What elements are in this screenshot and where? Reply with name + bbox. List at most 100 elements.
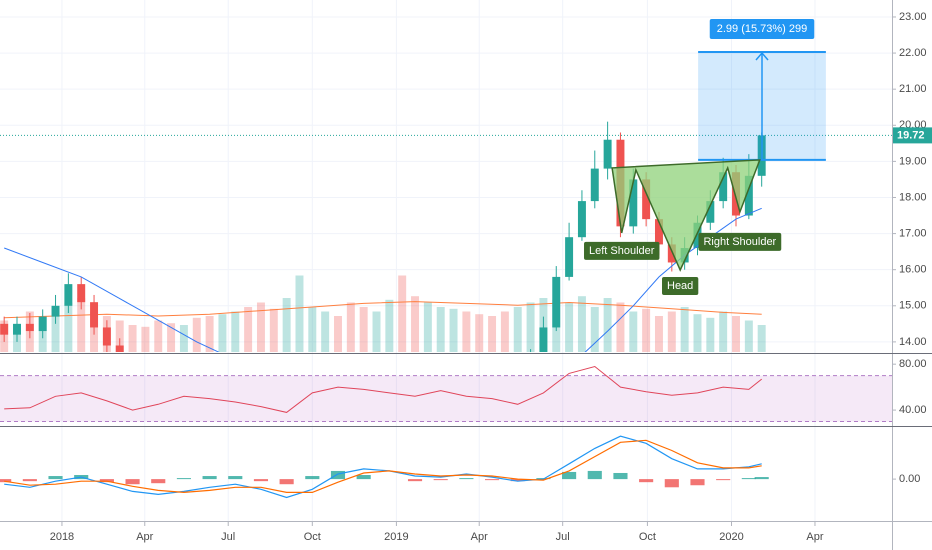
macd-histogram-bar <box>125 479 140 485</box>
candle-body <box>590 168 599 202</box>
volume-bar <box>436 307 445 352</box>
candle-body <box>77 284 86 303</box>
volume-bar <box>334 316 342 352</box>
candle-body <box>744 175 753 216</box>
macd-panel <box>0 435 769 499</box>
candle-body <box>629 179 638 227</box>
candle-body <box>25 323 34 332</box>
x-tick-label: Apr <box>471 531 488 543</box>
volume-bar <box>629 311 638 352</box>
volume-bar <box>141 326 150 352</box>
candle-body <box>102 327 111 346</box>
volume-bar <box>603 298 612 352</box>
target-arrow-head <box>755 51 769 61</box>
macd-histogram-bar <box>690 479 705 486</box>
macd-histogram-bar <box>330 470 346 480</box>
rsi-y-tick-label: 40.00 <box>899 404 927 416</box>
candle-body <box>13 323 21 335</box>
rsi-band <box>0 375 892 422</box>
pattern-label: Right Shoulder <box>703 236 776 248</box>
volume-ma-line <box>4 301 762 319</box>
x-tick-label: Apr <box>806 531 823 543</box>
volume-bar <box>282 298 291 352</box>
macd-histogram-bar <box>459 478 474 480</box>
volume-bar <box>154 320 163 352</box>
target-label: 2.99 (15.73%) 299 <box>717 23 808 35</box>
x-tick-label: Apr <box>136 531 153 543</box>
volume-bar <box>167 323 176 352</box>
volume-bar <box>744 320 753 352</box>
target-label-box <box>709 18 815 39</box>
macd-histogram-bar <box>741 478 756 480</box>
macd-histogram-bar <box>253 479 269 482</box>
volume-bar <box>719 311 728 352</box>
macd-histogram-bar <box>484 479 500 481</box>
macd-histogram-bar <box>407 479 423 482</box>
macd-histogram-bar <box>151 479 166 484</box>
volume-bar <box>462 311 471 352</box>
volume-bar <box>346 302 355 352</box>
volume-bar <box>693 314 702 352</box>
volume-bar <box>423 302 432 352</box>
candle-body <box>642 179 651 220</box>
macd-histogram-bar <box>22 479 37 482</box>
y-tick-label: 21.00 <box>899 83 927 95</box>
macd-histogram-bar <box>0 479 12 483</box>
x-tick-label: Oct <box>304 531 321 543</box>
macd-histogram-bar <box>510 479 525 482</box>
x-tick-label: 2020 <box>719 531 743 543</box>
pattern-label-box <box>698 232 782 251</box>
candle-body <box>51 305 60 317</box>
volume-bar <box>321 311 330 352</box>
volume-bar <box>526 302 535 352</box>
candle-body <box>667 244 676 263</box>
volume-bar <box>115 320 124 352</box>
candle-body <box>64 284 73 306</box>
y-tick-label: 16.00 <box>899 264 927 276</box>
candle-body <box>552 276 561 328</box>
y-tick-label: 22.00 <box>899 47 927 59</box>
volume-bar <box>642 308 651 352</box>
signal-line <box>4 439 762 494</box>
volume-bar <box>680 307 689 352</box>
candle-body <box>654 219 663 245</box>
volume-bar <box>244 307 253 352</box>
pattern-label: Left Shoulder <box>589 245 655 257</box>
volume-bar <box>411 296 420 352</box>
x-tick-label: Oct <box>639 531 656 543</box>
macd-histogram-bar <box>613 472 628 480</box>
macd-histogram-bar <box>48 476 63 480</box>
macd-histogram-bar <box>176 478 191 480</box>
grid <box>0 0 892 521</box>
pattern-label-box <box>584 241 660 260</box>
volume-bar <box>577 296 586 352</box>
y-tick-label: 17.00 <box>899 227 927 239</box>
volume-bar <box>500 311 509 352</box>
macd-histogram-bar <box>716 479 731 481</box>
last-price-box <box>893 127 932 144</box>
pattern-label: Head <box>667 280 693 292</box>
y-tick-label: 15.00 <box>899 300 927 312</box>
volume-bar <box>192 317 201 352</box>
candle-body <box>539 327 548 352</box>
candle-body <box>706 201 715 223</box>
candle-body <box>577 201 586 238</box>
volume-bar <box>706 317 715 352</box>
macd-histogram-bar <box>356 475 371 480</box>
macd-histogram-bar <box>279 479 294 485</box>
volume-bar <box>385 299 394 352</box>
candle-body <box>90 302 99 328</box>
candle-body <box>693 222 702 249</box>
x-tick-label: Jul <box>556 531 570 543</box>
rsi-y-tick-label: 80.00 <box>899 358 927 370</box>
volume-bar <box>654 316 663 352</box>
volume-bar <box>308 307 317 352</box>
candle-body <box>115 345 124 352</box>
candle-body <box>38 316 47 332</box>
pattern-shape <box>611 159 761 272</box>
volume-bar <box>757 325 766 352</box>
volume-bar <box>218 314 227 352</box>
